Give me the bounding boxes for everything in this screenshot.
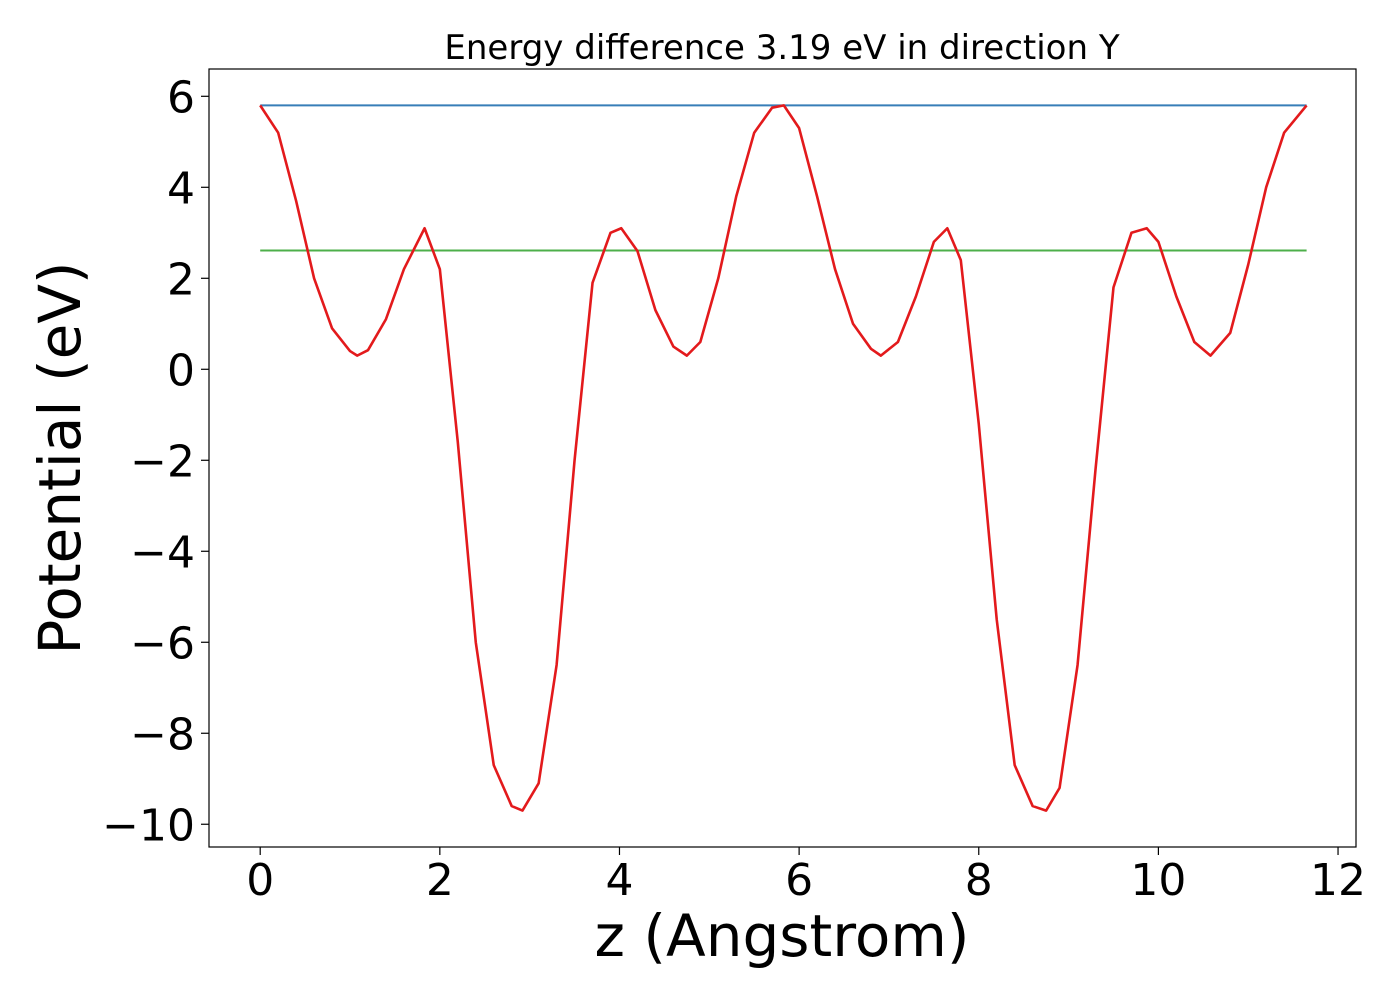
y-axis-label: Potential (eV) [26,261,94,654]
x-axis-label: z (Angstrom) [595,902,970,970]
chart-title: Energy difference 3.19 eV in direction Y [444,28,1119,68]
y-tick-label: −8 [130,709,195,760]
x-tick-label: 12 [1310,855,1366,906]
y-tick-label: 0 [167,345,195,396]
y-tick-label: −10 [102,800,195,851]
x-tick-label: 6 [785,855,813,906]
x-tick-label: 8 [965,855,993,906]
y-tick-label: 2 [167,254,195,305]
potential-curve [259,104,1308,812]
y-tick-label: −2 [130,436,195,487]
x-tick-label: 4 [605,855,633,906]
x-tick-label: 2 [426,855,454,906]
y-tick-label: −6 [130,618,195,669]
x-tick-label: 10 [1130,855,1186,906]
y-tick-label: −4 [130,527,195,578]
y-axis: 6 4 2 0 −2 −4 −6 −8 −10 [102,72,209,851]
y-tick-label: 4 [167,163,195,214]
x-tick-label: 0 [246,855,274,906]
x-axis: 0 2 4 6 8 10 12 [246,847,1366,906]
series-layer [259,104,1308,812]
plot-frame [208,68,1357,848]
y-tick-label: 6 [167,72,195,123]
